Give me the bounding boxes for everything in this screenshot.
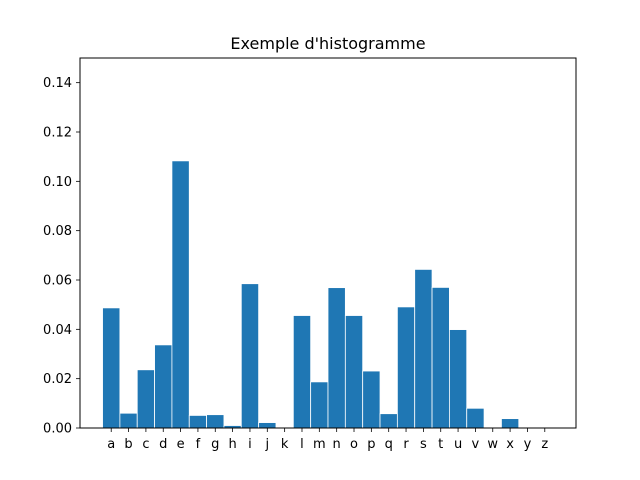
bar-u xyxy=(448,329,468,429)
y-tick-label: 0.04 xyxy=(43,323,72,338)
bar-t xyxy=(431,286,450,429)
x-tick-label-y: y xyxy=(524,437,532,452)
bar-p xyxy=(362,370,381,429)
x-tick-label-c: c xyxy=(142,437,149,452)
y-tick-label: 0.02 xyxy=(43,372,72,387)
bar-g xyxy=(206,414,225,429)
x-tick-label-b: b xyxy=(124,437,132,452)
bars-group xyxy=(102,160,520,429)
bar-a xyxy=(102,307,121,429)
x-tick-label-f: f xyxy=(196,437,201,452)
x-tick-label-t: t xyxy=(438,437,443,452)
x-tick-label-u: u xyxy=(454,437,462,452)
bar-e xyxy=(171,160,190,429)
bar-r xyxy=(396,306,416,429)
bar-q xyxy=(379,413,398,429)
bar-n xyxy=(327,287,346,429)
x-tick-label-g: g xyxy=(211,437,219,452)
x-tick-label-r: r xyxy=(403,437,409,452)
x-tick-label-x: x xyxy=(506,437,514,452)
x-tick-label-m: m xyxy=(313,437,326,452)
bar-s xyxy=(414,268,433,429)
x-tick-label-i: i xyxy=(248,437,252,452)
x-tick-label-a: a xyxy=(107,437,115,452)
x-tick-label-v: v xyxy=(472,437,480,452)
x-tick-label-z: z xyxy=(541,437,548,452)
bar-d xyxy=(154,344,173,429)
plot-frame xyxy=(79,57,577,429)
bar-j xyxy=(258,422,277,429)
bar-v xyxy=(466,407,485,429)
bar-o xyxy=(344,315,364,429)
x-tick-label-e: e xyxy=(177,437,185,452)
y-tick-label: 0.12 xyxy=(43,126,72,141)
x-tick-label-s: s xyxy=(420,437,427,452)
x-tick-label-n: n xyxy=(333,437,341,452)
y-tick-label: 0.06 xyxy=(43,274,72,289)
x-tick-label-o: o xyxy=(350,437,358,452)
bar-x xyxy=(501,418,520,429)
chart-title: Exemple d'histogramme xyxy=(230,34,425,53)
x-tick-label-w: w xyxy=(487,437,498,452)
bar-c xyxy=(136,369,155,429)
bar-b xyxy=(119,412,138,429)
x-tick-label-k: k xyxy=(281,437,289,452)
y-tick-label: 0.14 xyxy=(43,76,72,91)
x-tick-label-q: q xyxy=(385,437,393,452)
bar-l xyxy=(292,315,312,429)
y-tick-label: 0.00 xyxy=(43,422,72,437)
bar-i xyxy=(240,283,260,429)
x-tick-label-j: j xyxy=(264,437,269,452)
bar-f xyxy=(188,415,208,429)
x-tick-label-l: l xyxy=(300,437,304,452)
x-tick-label-p: p xyxy=(367,437,375,452)
y-axis: 0.00 0.02 0.04 0.06 0.08 0.10 0.12 0.14 xyxy=(43,76,80,437)
y-tick-label: 0.10 xyxy=(43,175,72,190)
bar-m xyxy=(310,381,329,429)
x-tick-label-h: h xyxy=(228,437,236,452)
x-tick-label-d: d xyxy=(159,437,167,452)
y-tick-label: 0.08 xyxy=(43,224,72,239)
